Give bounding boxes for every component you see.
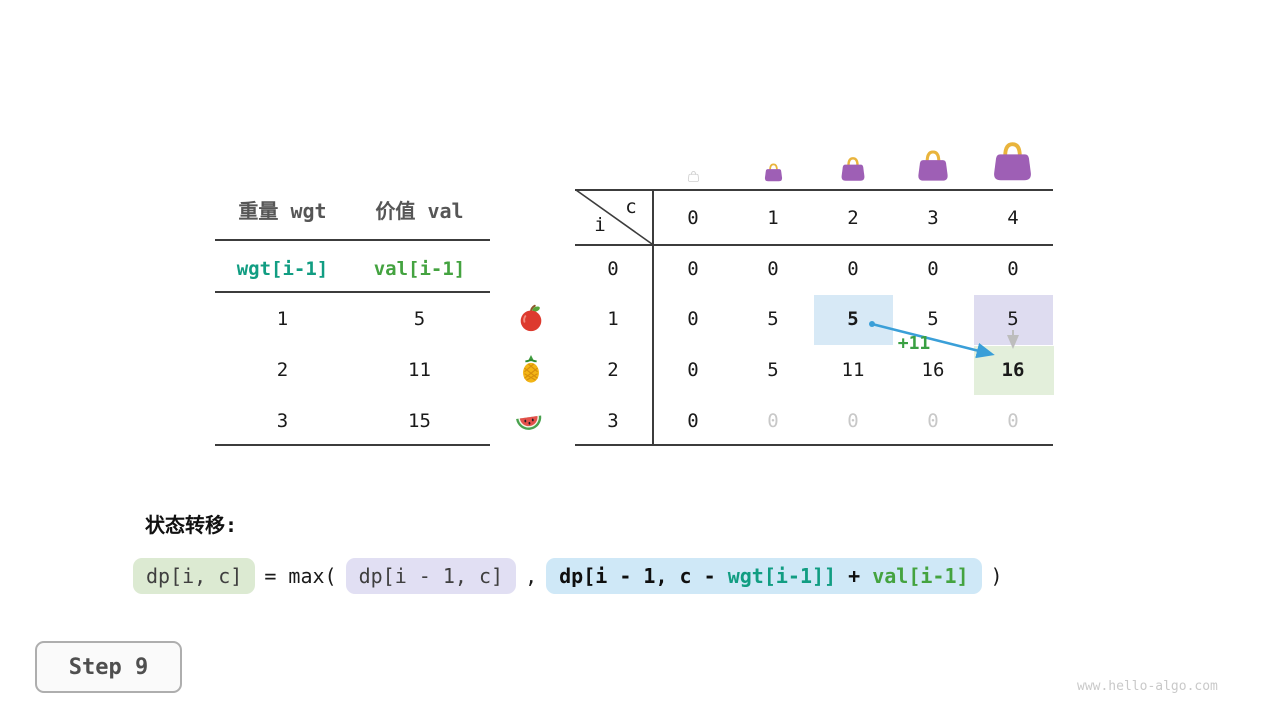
dp-cell-3-0: 0 [687,410,699,432]
dp-vertical-border [652,189,654,446]
dp-row-header: 1 [607,308,619,330]
dp-cell-1-2: 5 [847,308,859,330]
items-var-weight: wgt[i-1] [236,258,329,280]
dp-row-header: 3 [607,410,619,432]
dp-cell-3-1: 0 [767,410,779,432]
state-transition-formula: dp[i, c] = max( dp[i - 1, c] , dp[i - 1,… [133,558,1003,594]
dp-corner-col-var: c [625,196,637,218]
dp-cell-3-4: 0 [1007,410,1019,432]
formula-arg2-val: val[i-1] [872,564,969,588]
formula-arg2-wgt: wgt[i-1]] [727,564,837,588]
step-indicator: Step 9 [35,641,182,693]
watermark: www.hello-algo.com [1077,679,1218,694]
formula-eq-max: = max( [264,564,337,588]
dp-col-header: 4 [1007,207,1019,229]
divider [215,291,490,293]
arrow-value-label: +11 [897,333,931,354]
divider [215,444,490,446]
item-weight: 3 [276,410,289,432]
bag-medium-icon [841,157,865,181]
bag-outline-icon [687,170,700,182]
formula-arg2-plus: + [836,564,873,588]
dp-cell-0-1: 0 [767,258,779,280]
item-weight: 2 [276,359,289,381]
dp-row-header: 0 [607,258,619,280]
dp-top-border [575,189,1053,191]
dp-col-header: 1 [767,207,779,229]
dp-cell-0-2: 0 [847,258,859,280]
bag-large-icon [918,150,948,181]
dp-cell-2-1: 5 [767,359,779,381]
dp-col-header: 2 [847,207,859,229]
formula-comma: , [525,564,538,588]
item-weight: 1 [276,308,289,330]
item-value: 15 [408,410,431,432]
bag-small-icon [764,163,783,182]
formula-lhs-box: dp[i, c] [133,558,256,594]
bag-xlarge-icon [994,142,1031,181]
items-header-value: 价值 val [375,199,464,223]
pineapple-icon [523,354,539,383]
formula-arg2-prefix: dp[i - 1, c - [559,564,728,588]
formula-close-paren: ) [990,564,1003,588]
dp-cell-3-2: 0 [847,410,859,432]
dp-cell-0-3: 0 [927,258,939,280]
dp-cell-2-3: 16 [921,359,945,381]
dp-row-header: 2 [607,359,619,381]
dp-cell-2-0: 0 [687,359,699,381]
items-header-weight: 重量 wgt [238,199,327,223]
formula-arg1-box: dp[i - 1, c] [345,558,517,594]
watermelon-icon [516,415,542,430]
dp-cell-0-4: 0 [1007,258,1019,280]
formula-heading: 状态转移: [145,513,238,537]
dp-corner-row-var: i [594,214,606,236]
items-var-value: val[i-1] [373,258,466,280]
dp-cell-3-3: 0 [927,410,939,432]
dp-cell-1-0: 0 [687,308,699,330]
item-value: 11 [408,359,431,381]
dp-cell-2-2: 11 [841,359,865,381]
dp-bottom-border [575,444,1053,446]
dp-cell-1-1: 5 [767,308,779,330]
dp-header-border [575,244,1053,246]
dp-cell-1-3: 5 [927,308,939,330]
apple-icon [520,304,542,332]
item-value: 5 [413,308,426,330]
divider [215,239,490,241]
dp-cell-1-4: 5 [1007,308,1019,330]
formula-arg2-box: dp[i - 1, c - wgt[i-1]] + val[i-1] [546,558,982,594]
dp-col-header: 3 [927,207,939,229]
dp-cell-0-0: 0 [687,258,699,280]
dp-cell-2-4: 16 [1001,359,1025,381]
dp-col-header: 0 [687,207,699,229]
